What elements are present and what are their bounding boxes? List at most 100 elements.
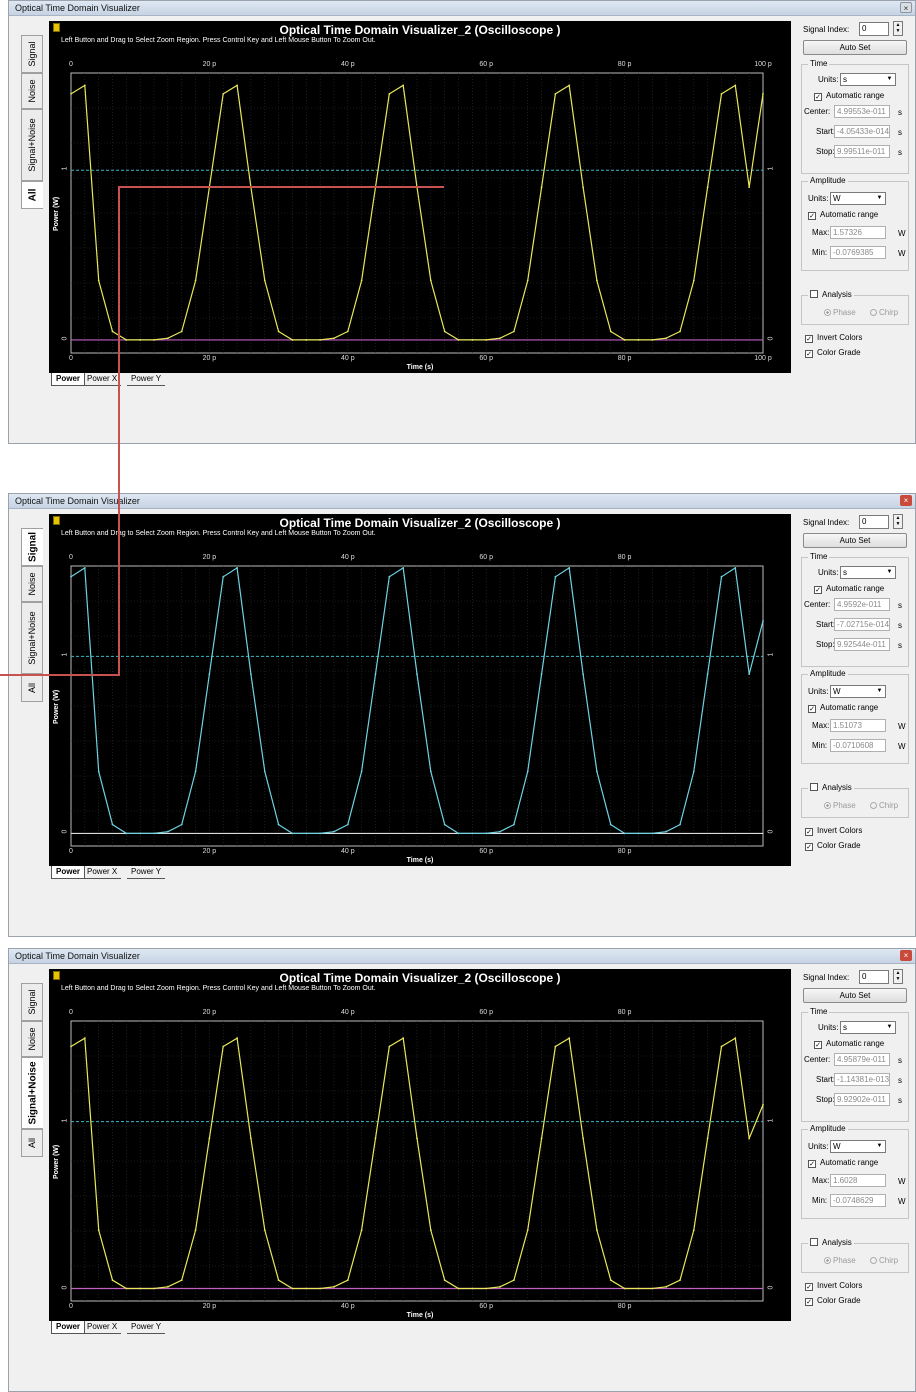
phase-radio[interactable]: Phase bbox=[824, 1256, 856, 1265]
time-stop-field[interactable]: 9.99511e-011 bbox=[834, 145, 890, 158]
time-group-label: Time bbox=[808, 1007, 830, 1016]
color-grade-checkbox[interactable]: ✓ Color Grade bbox=[805, 1296, 861, 1306]
annotation-connector-line bbox=[118, 186, 120, 676]
amp-units-select[interactable]: W ▼ bbox=[830, 192, 886, 205]
color-grade-checkbox[interactable]: ✓ Color Grade bbox=[805, 348, 861, 358]
tab-signal-plus-noise[interactable]: Signal+Noise bbox=[21, 109, 43, 181]
auto-set-button[interactable]: Auto Set bbox=[803, 533, 907, 548]
amp-min-field[interactable]: -0.0710608 bbox=[830, 739, 886, 752]
title-bar[interactable]: Optical Time Domain Visualizer × bbox=[9, 949, 915, 964]
chirp-label: Chirp bbox=[879, 1256, 899, 1265]
amp-units-select[interactable]: W ▼ bbox=[830, 685, 886, 698]
time-stop-unit: s bbox=[898, 1096, 902, 1105]
tab-power-y[interactable]: Power Y bbox=[127, 373, 166, 386]
analysis-label: Analysis bbox=[822, 1238, 852, 1247]
tab-power[interactable]: Power bbox=[51, 373, 86, 386]
tab-noise[interactable]: Noise bbox=[21, 1021, 43, 1057]
amp-min-field[interactable]: -0.0748629 bbox=[830, 1194, 886, 1207]
tab-all[interactable]: All bbox=[21, 1129, 43, 1157]
time-auto-range-checkbox[interactable]: ✓ Automatic range bbox=[814, 91, 884, 101]
data-point bbox=[83, 84, 86, 87]
signal-index-spinner[interactable]: ▲ ▼ bbox=[893, 21, 903, 36]
time-stop-field[interactable]: 9.92544e-011 bbox=[834, 638, 890, 651]
tab-all[interactable]: All bbox=[21, 181, 43, 209]
oscilloscope-plot[interactable]: Optical Time Domain Visualizer_2 (Oscill… bbox=[49, 514, 791, 866]
amp-max-field[interactable]: 1.6028 bbox=[830, 1174, 886, 1187]
amp-auto-range-checkbox[interactable]: ✓ Automatic range bbox=[808, 703, 878, 713]
signal-index-input[interactable]: 0 bbox=[859, 970, 889, 984]
phase-radio[interactable]: Phase bbox=[824, 801, 856, 810]
phase-radio[interactable]: Phase bbox=[824, 308, 856, 317]
close-button[interactable]: × bbox=[900, 495, 912, 506]
signal-index-input[interactable]: 0 bbox=[859, 515, 889, 529]
time-stop-field[interactable]: 9.92902e-011 bbox=[834, 1093, 890, 1106]
tab-power-y[interactable]: Power Y bbox=[127, 1321, 166, 1334]
time-auto-range-checkbox[interactable]: ✓ Automatic range bbox=[814, 1039, 884, 1049]
tab-signal-plus-noise[interactable]: Signal+Noise bbox=[21, 602, 43, 674]
tab-signal[interactable]: Signal bbox=[21, 983, 43, 1021]
oscilloscope-plot[interactable]: Optical Time Domain Visualizer_2 (Oscill… bbox=[49, 969, 791, 1321]
tab-power[interactable]: Power bbox=[51, 866, 86, 879]
tab-all[interactable]: All bbox=[21, 674, 43, 702]
oscilloscope-plot[interactable]: Optical Time Domain Visualizer_2 (Oscill… bbox=[49, 21, 791, 373]
plot-settings-icon[interactable] bbox=[53, 516, 60, 525]
tab-signal[interactable]: Signal bbox=[21, 35, 43, 73]
tab-noise[interactable]: Noise bbox=[21, 566, 43, 602]
data-point bbox=[305, 832, 308, 835]
time-units-select[interactable]: s ▼ bbox=[840, 1021, 896, 1034]
amp-min-field[interactable]: -0.0769385 bbox=[830, 246, 886, 259]
amp-units-select[interactable]: W ▼ bbox=[830, 1140, 886, 1153]
invert-colors-checkbox[interactable]: ✓ Invert Colors bbox=[805, 333, 862, 343]
time-units-select[interactable]: s ▼ bbox=[840, 73, 896, 86]
x-tick-top: 0 bbox=[69, 61, 73, 68]
amp-max-field[interactable]: 1.51073 bbox=[830, 719, 886, 732]
analysis-checkbox[interactable]: Analysis bbox=[808, 290, 854, 299]
time-center-field[interactable]: 4.9592e-011 bbox=[834, 598, 890, 611]
signal-index-spinner[interactable]: ▲ ▼ bbox=[893, 969, 903, 984]
tab-label: Signal+Noise bbox=[27, 611, 37, 665]
time-center-unit: s bbox=[898, 1056, 902, 1065]
plot-settings-icon[interactable] bbox=[53, 23, 60, 32]
amp-units-value: W bbox=[833, 1142, 841, 1151]
plot-settings-icon[interactable] bbox=[53, 971, 60, 980]
time-auto-range-checkbox[interactable]: ✓ Automatic range bbox=[814, 584, 884, 594]
time-start-field[interactable]: -1.14381e-013 bbox=[834, 1073, 890, 1086]
signal-index-spinner[interactable]: ▲ ▼ bbox=[893, 514, 903, 529]
chirp-radio[interactable]: Chirp bbox=[870, 801, 898, 810]
analysis-checkbox[interactable]: Analysis bbox=[808, 1238, 854, 1247]
chirp-radio[interactable]: Chirp bbox=[870, 1256, 898, 1265]
tab-power[interactable]: Power bbox=[51, 1321, 86, 1334]
data-point bbox=[402, 566, 405, 569]
auto-range-label: Automatic range bbox=[826, 91, 885, 100]
signal-index-input[interactable]: 0 bbox=[859, 22, 889, 36]
analysis-checkbox[interactable]: Analysis bbox=[808, 783, 854, 792]
invert-colors-checkbox[interactable]: ✓ Invert Colors bbox=[805, 826, 862, 836]
tab-signal-plus-noise[interactable]: Signal+Noise bbox=[21, 1057, 43, 1129]
amp-auto-range-checkbox[interactable]: ✓ Automatic range bbox=[808, 210, 878, 220]
amp-max-field[interactable]: 1.57326 bbox=[830, 226, 886, 239]
tab-power-x[interactable]: Power X bbox=[83, 373, 122, 386]
time-center-field[interactable]: 4.95879e-011 bbox=[834, 1053, 890, 1066]
amp-auto-range-checkbox[interactable]: ✓ Automatic range bbox=[808, 1158, 878, 1168]
invert-colors-checkbox[interactable]: ✓ Invert Colors bbox=[805, 1281, 862, 1291]
tab-signal[interactable]: Signal bbox=[21, 528, 43, 566]
time-center-field[interactable]: 4.99553e-011 bbox=[834, 105, 890, 118]
data-point bbox=[70, 1045, 72, 1048]
close-button[interactable]: × bbox=[900, 950, 912, 961]
auto-set-button[interactable]: Auto Set bbox=[803, 40, 907, 55]
chirp-radio[interactable]: Chirp bbox=[870, 308, 898, 317]
color-grade-checkbox[interactable]: ✓ Color Grade bbox=[805, 841, 861, 851]
data-point bbox=[457, 832, 460, 835]
tab-power-y[interactable]: Power Y bbox=[127, 866, 166, 879]
auto-set-button[interactable]: Auto Set bbox=[803, 988, 907, 1003]
title-bar[interactable]: Optical Time Domain Visualizer × bbox=[9, 494, 915, 509]
title-bar[interactable]: Optical Time Domain Visualizer × bbox=[9, 1, 915, 16]
tab-noise[interactable]: Noise bbox=[21, 73, 43, 109]
time-start-field[interactable]: -7.02715e-014 bbox=[834, 618, 890, 631]
close-button[interactable]: × bbox=[900, 2, 912, 13]
time-start-field[interactable]: -4.05433e-014 bbox=[834, 125, 890, 138]
time-units-select[interactable]: s ▼ bbox=[840, 566, 896, 579]
tab-power-x[interactable]: Power X bbox=[83, 1321, 122, 1334]
data-point bbox=[485, 339, 488, 341]
tab-power-x[interactable]: Power X bbox=[83, 866, 122, 879]
